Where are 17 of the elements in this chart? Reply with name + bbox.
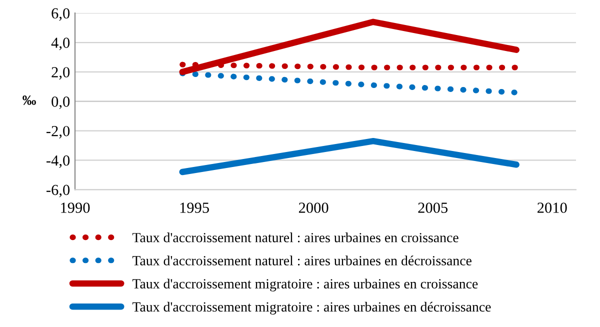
- legend-label: Taux d'accroissement migratoire : aires urbaines en décroissance: [132, 302, 491, 314]
- y-tick-label: 4,0: [51, 38, 70, 50]
- x-tick-label: 1995: [180, 202, 209, 213]
- y-tick-label: 2,0: [52, 67, 70, 80]
- y-tick-label: -4,0: [46, 155, 70, 168]
- y-tick-label: -6,0: [46, 184, 70, 198]
- x-tick-label: 2010: [538, 202, 567, 213]
- legend-label: Taux d'accroissement naturel : aires urbaines en décroissance: [132, 256, 472, 266]
- x-tick-label: 1990: [61, 202, 90, 213]
- x-tick-label: 2005: [418, 202, 448, 213]
- y-tick-label: 6,0: [52, 8, 70, 21]
- y-tick-label: -2,0: [46, 126, 70, 138]
- y-axis-title: ‰: [22, 95, 36, 105]
- legend-label: Taux d'accroissement migratoire : aires urbaines en croissance: [132, 278, 478, 292]
- x-tick-label: 2000: [298, 202, 328, 213]
- y-tick-label: 0,0: [52, 96, 70, 110]
- legend-label: Taux d'accroissement naturel : aires urbaines en croissance: [132, 232, 458, 242]
